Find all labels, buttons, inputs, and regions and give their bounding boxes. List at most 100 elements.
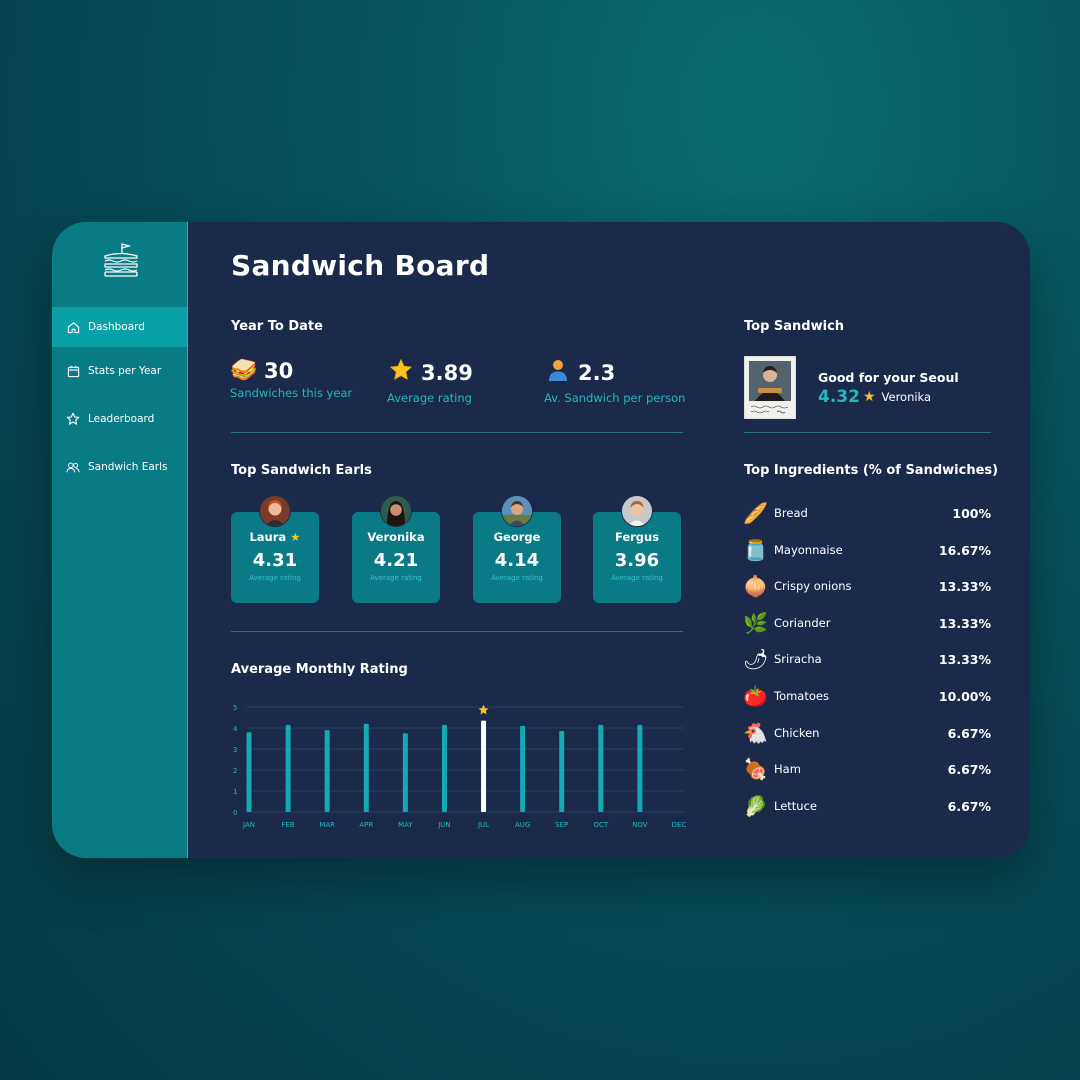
ingredient-row: 🫙 Mayonnaise 16.67% (743, 536, 991, 564)
bar-mar (324, 730, 330, 812)
home-icon (66, 320, 80, 334)
x-tick-label: SEP (555, 821, 568, 829)
x-tick-label: OCT (593, 821, 608, 829)
x-tick-label: MAY (398, 821, 413, 829)
earl-rating-label: Average rating (249, 574, 301, 582)
earl-rating: 4.21 (373, 550, 419, 571)
earls-heading: Top Sandwich Earls (231, 463, 372, 478)
ingredient-pct: 6.67% (947, 798, 991, 814)
bar-sep (559, 731, 565, 812)
bar-apr (363, 723, 369, 812)
earl-card-veronika[interactable]: Veronika 4.21 Average rating (352, 495, 440, 603)
stat-label: Sandwiches this year (230, 386, 353, 400)
person-icon (544, 358, 572, 388)
earl-card-fergus[interactable]: Fergus 3.96 Average rating (593, 495, 681, 603)
ingredient-name: Coriander (774, 616, 831, 630)
sandwich-photo[interactable] (744, 356, 796, 419)
ingredients-heading: Top Ingredients (% of Sandwiches) (744, 463, 999, 478)
earl-rating-label: Average rating (611, 574, 663, 582)
stat-value: 30 (264, 358, 294, 383)
divider (231, 432, 683, 433)
ingredient-name: Ham (774, 762, 801, 776)
earl-card-laura[interactable]: Laura ★ 4.31 Average rating (231, 495, 319, 603)
sandwich-logo-icon[interactable] (102, 242, 138, 278)
coriander-icon: 🌿 (743, 611, 768, 635)
bar-jul (481, 720, 487, 812)
sidebar-item-sandwich-earls[interactable]: Sandwich Earls (52, 447, 187, 487)
ingredient-pct: 100% (952, 505, 991, 521)
ytd-stat-average-rating: 3.89 Average rating (387, 358, 473, 405)
x-tick-label: MAR (319, 821, 335, 829)
sidebar-item-dashboard[interactable]: Dashboard (52, 307, 187, 347)
ingredient-row: 🍖 Ham 6.67% (743, 755, 991, 783)
earl-name: Laura (249, 530, 287, 544)
bar-aug (520, 725, 526, 812)
avatar (501, 495, 533, 527)
y-tick-label: 3 (233, 746, 237, 754)
x-tick-label: JAN (242, 821, 255, 829)
ingredient-name: Tomatoes (774, 689, 829, 703)
y-tick-label: 0 (233, 809, 237, 817)
sidebar-item-leaderboard[interactable]: Leaderboard (52, 399, 187, 439)
earl-rating: 4.14 (494, 550, 540, 571)
ingredient-row: 🥖 Bread 100% (743, 499, 991, 527)
best-month-star-icon (478, 704, 489, 715)
onion-icon: 🧅 (743, 574, 768, 598)
earl-card-george[interactable]: George 4.14 Average rating (473, 495, 561, 603)
bar-may (402, 733, 408, 812)
ytd-stat-sandwiches: 🥪 30 Sandwiches this year (230, 358, 352, 400)
ingredient-row: 🌿 Coriander 13.33% (743, 609, 991, 637)
stat-label: Av. Sandwich per person (544, 391, 686, 405)
earl-rating: 4.31 (252, 550, 298, 571)
bar-feb (285, 724, 291, 812)
page-title: Sandwich Board (231, 249, 490, 282)
star-outline-icon (66, 412, 80, 426)
photo-caption-scribble (750, 405, 789, 414)
ingredient-name: Lettuce (774, 799, 817, 813)
ham-icon: 🍖 (743, 757, 768, 781)
dashboard-card: Dashboard Stats per Year Leaderboard San… (52, 222, 1030, 858)
ingredient-row: 🐔 Chicken 6.67% (743, 719, 991, 747)
top-sandwich-rating-row: 4.32 ★ Veronika (818, 387, 931, 407)
top-sandwich-author: Veronika (881, 390, 932, 404)
x-tick-label: FEB (281, 821, 294, 829)
top-sandwich-name: Good for your Seoul (818, 370, 959, 385)
tomato-icon: 🍅 (743, 684, 768, 708)
x-tick-label: APR (359, 821, 373, 829)
earl-rating-label: Average rating (491, 574, 543, 582)
calendar-icon (66, 364, 80, 378)
sidebar-item-label: Leaderboard (88, 413, 155, 425)
earl-rating-label: Average rating (370, 574, 422, 582)
avatar (259, 495, 291, 527)
ingredient-name: Bread (774, 506, 808, 520)
y-tick-label: 1 (233, 788, 237, 796)
bar-oct (598, 724, 604, 812)
earl-rating: 3.96 (614, 550, 660, 571)
chicken-icon: 🐔 (743, 721, 768, 745)
earl-name: George (493, 530, 541, 544)
ingredient-name: Crispy onions (774, 579, 852, 593)
mayonnaise-icon: 🫙 (743, 538, 768, 562)
monthly-heading: Average Monthly Rating (231, 662, 408, 677)
ytd-stat-per-person: 2.3 Av. Sandwich per person (544, 358, 685, 405)
sidebar-item-label: Stats per Year (88, 365, 162, 377)
ingredient-name: Sriracha (774, 652, 822, 666)
ingredient-pct: 13.33% (938, 615, 991, 631)
ingredient-pct: 13.33% (938, 651, 991, 667)
ingredient-pct: 10.00% (938, 688, 991, 704)
main-content: Sandwich Board Year To Date 🥪 30 Sandwic… (188, 222, 1030, 858)
photo-image (749, 361, 791, 401)
bar-nov (637, 724, 643, 812)
ingredient-pct: 6.67% (947, 761, 991, 777)
top-star-icon: ★ (290, 530, 301, 544)
y-tick-label: 2 (233, 767, 237, 775)
top-sandwich-heading: Top Sandwich (744, 319, 845, 334)
star-icon (387, 358, 415, 388)
divider (231, 631, 683, 632)
x-tick-label: DEC (672, 821, 687, 829)
bread-icon: 🥖 (743, 501, 768, 525)
avatar (621, 495, 653, 527)
sidebar-item-stats-per-year[interactable]: Stats per Year (52, 351, 187, 391)
ingredient-pct: 6.67% (947, 725, 991, 741)
sriracha-icon: 🌶 (743, 647, 769, 671)
